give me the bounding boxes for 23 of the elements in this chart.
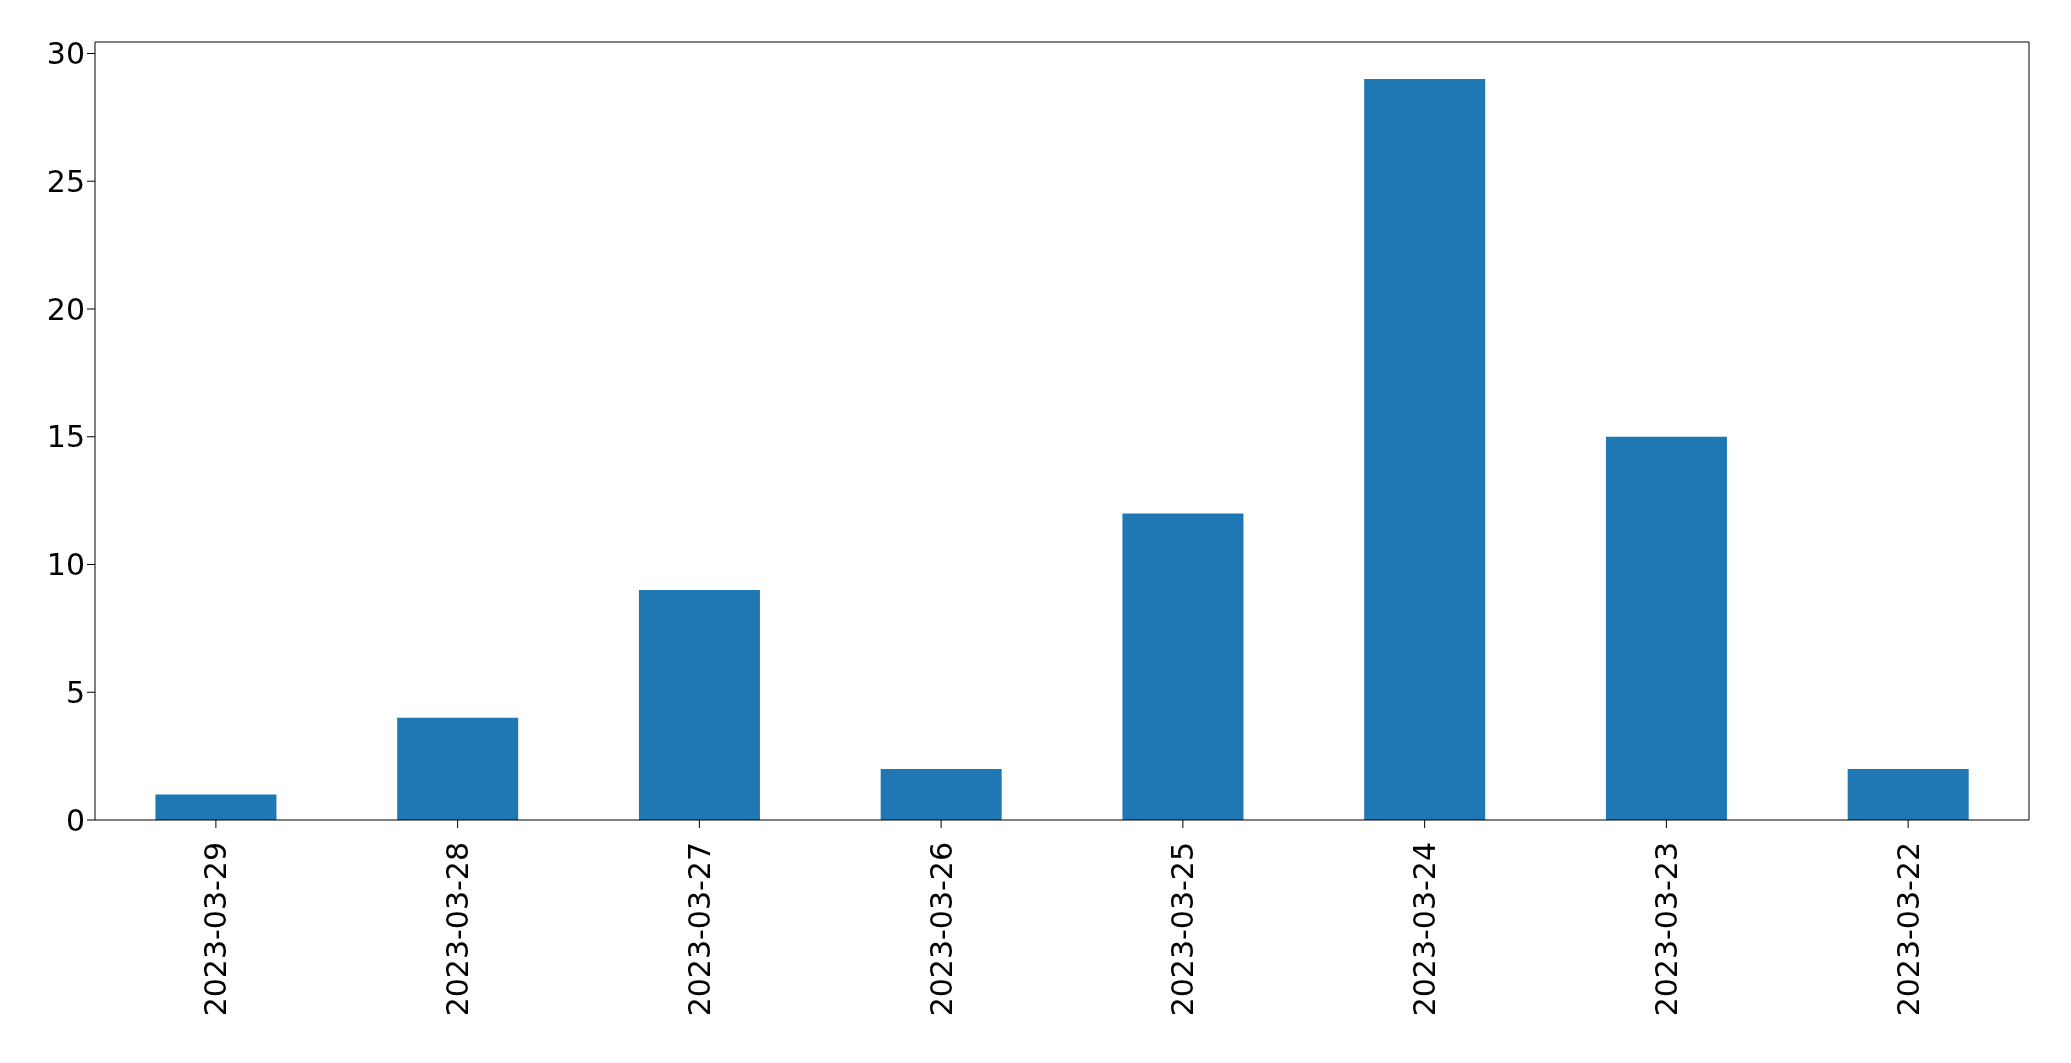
- y-tick-label: 30: [46, 36, 85, 72]
- bar: [1122, 513, 1244, 820]
- y-tick-label: 15: [46, 419, 85, 455]
- x-tick-label: 2023-03-27: [681, 842, 717, 1017]
- y-tick-label: 5: [65, 674, 85, 710]
- y-tick-label: 25: [46, 163, 85, 199]
- bar: [155, 794, 277, 820]
- y-tick-label: 10: [46, 547, 85, 583]
- x-tick-label: 2023-03-25: [1165, 842, 1201, 1017]
- bar: [638, 590, 760, 820]
- y-tick-label: 20: [46, 291, 85, 327]
- x-tick-label: 2023-03-22: [1890, 842, 1926, 1017]
- bar: [1605, 436, 1727, 820]
- x-tick-label: 2023-03-24: [1407, 842, 1443, 1017]
- bar: [1364, 79, 1486, 820]
- x-tick-label: 2023-03-29: [198, 842, 234, 1017]
- bar: [397, 717, 519, 820]
- x-tick-label: 2023-03-23: [1648, 842, 1684, 1017]
- y-tick-label: 0: [65, 802, 85, 838]
- bar: [880, 768, 1002, 820]
- bar: [1847, 768, 1969, 820]
- x-tick-label: 2023-03-26: [923, 842, 959, 1017]
- x-tick-label: 2023-03-28: [440, 842, 476, 1017]
